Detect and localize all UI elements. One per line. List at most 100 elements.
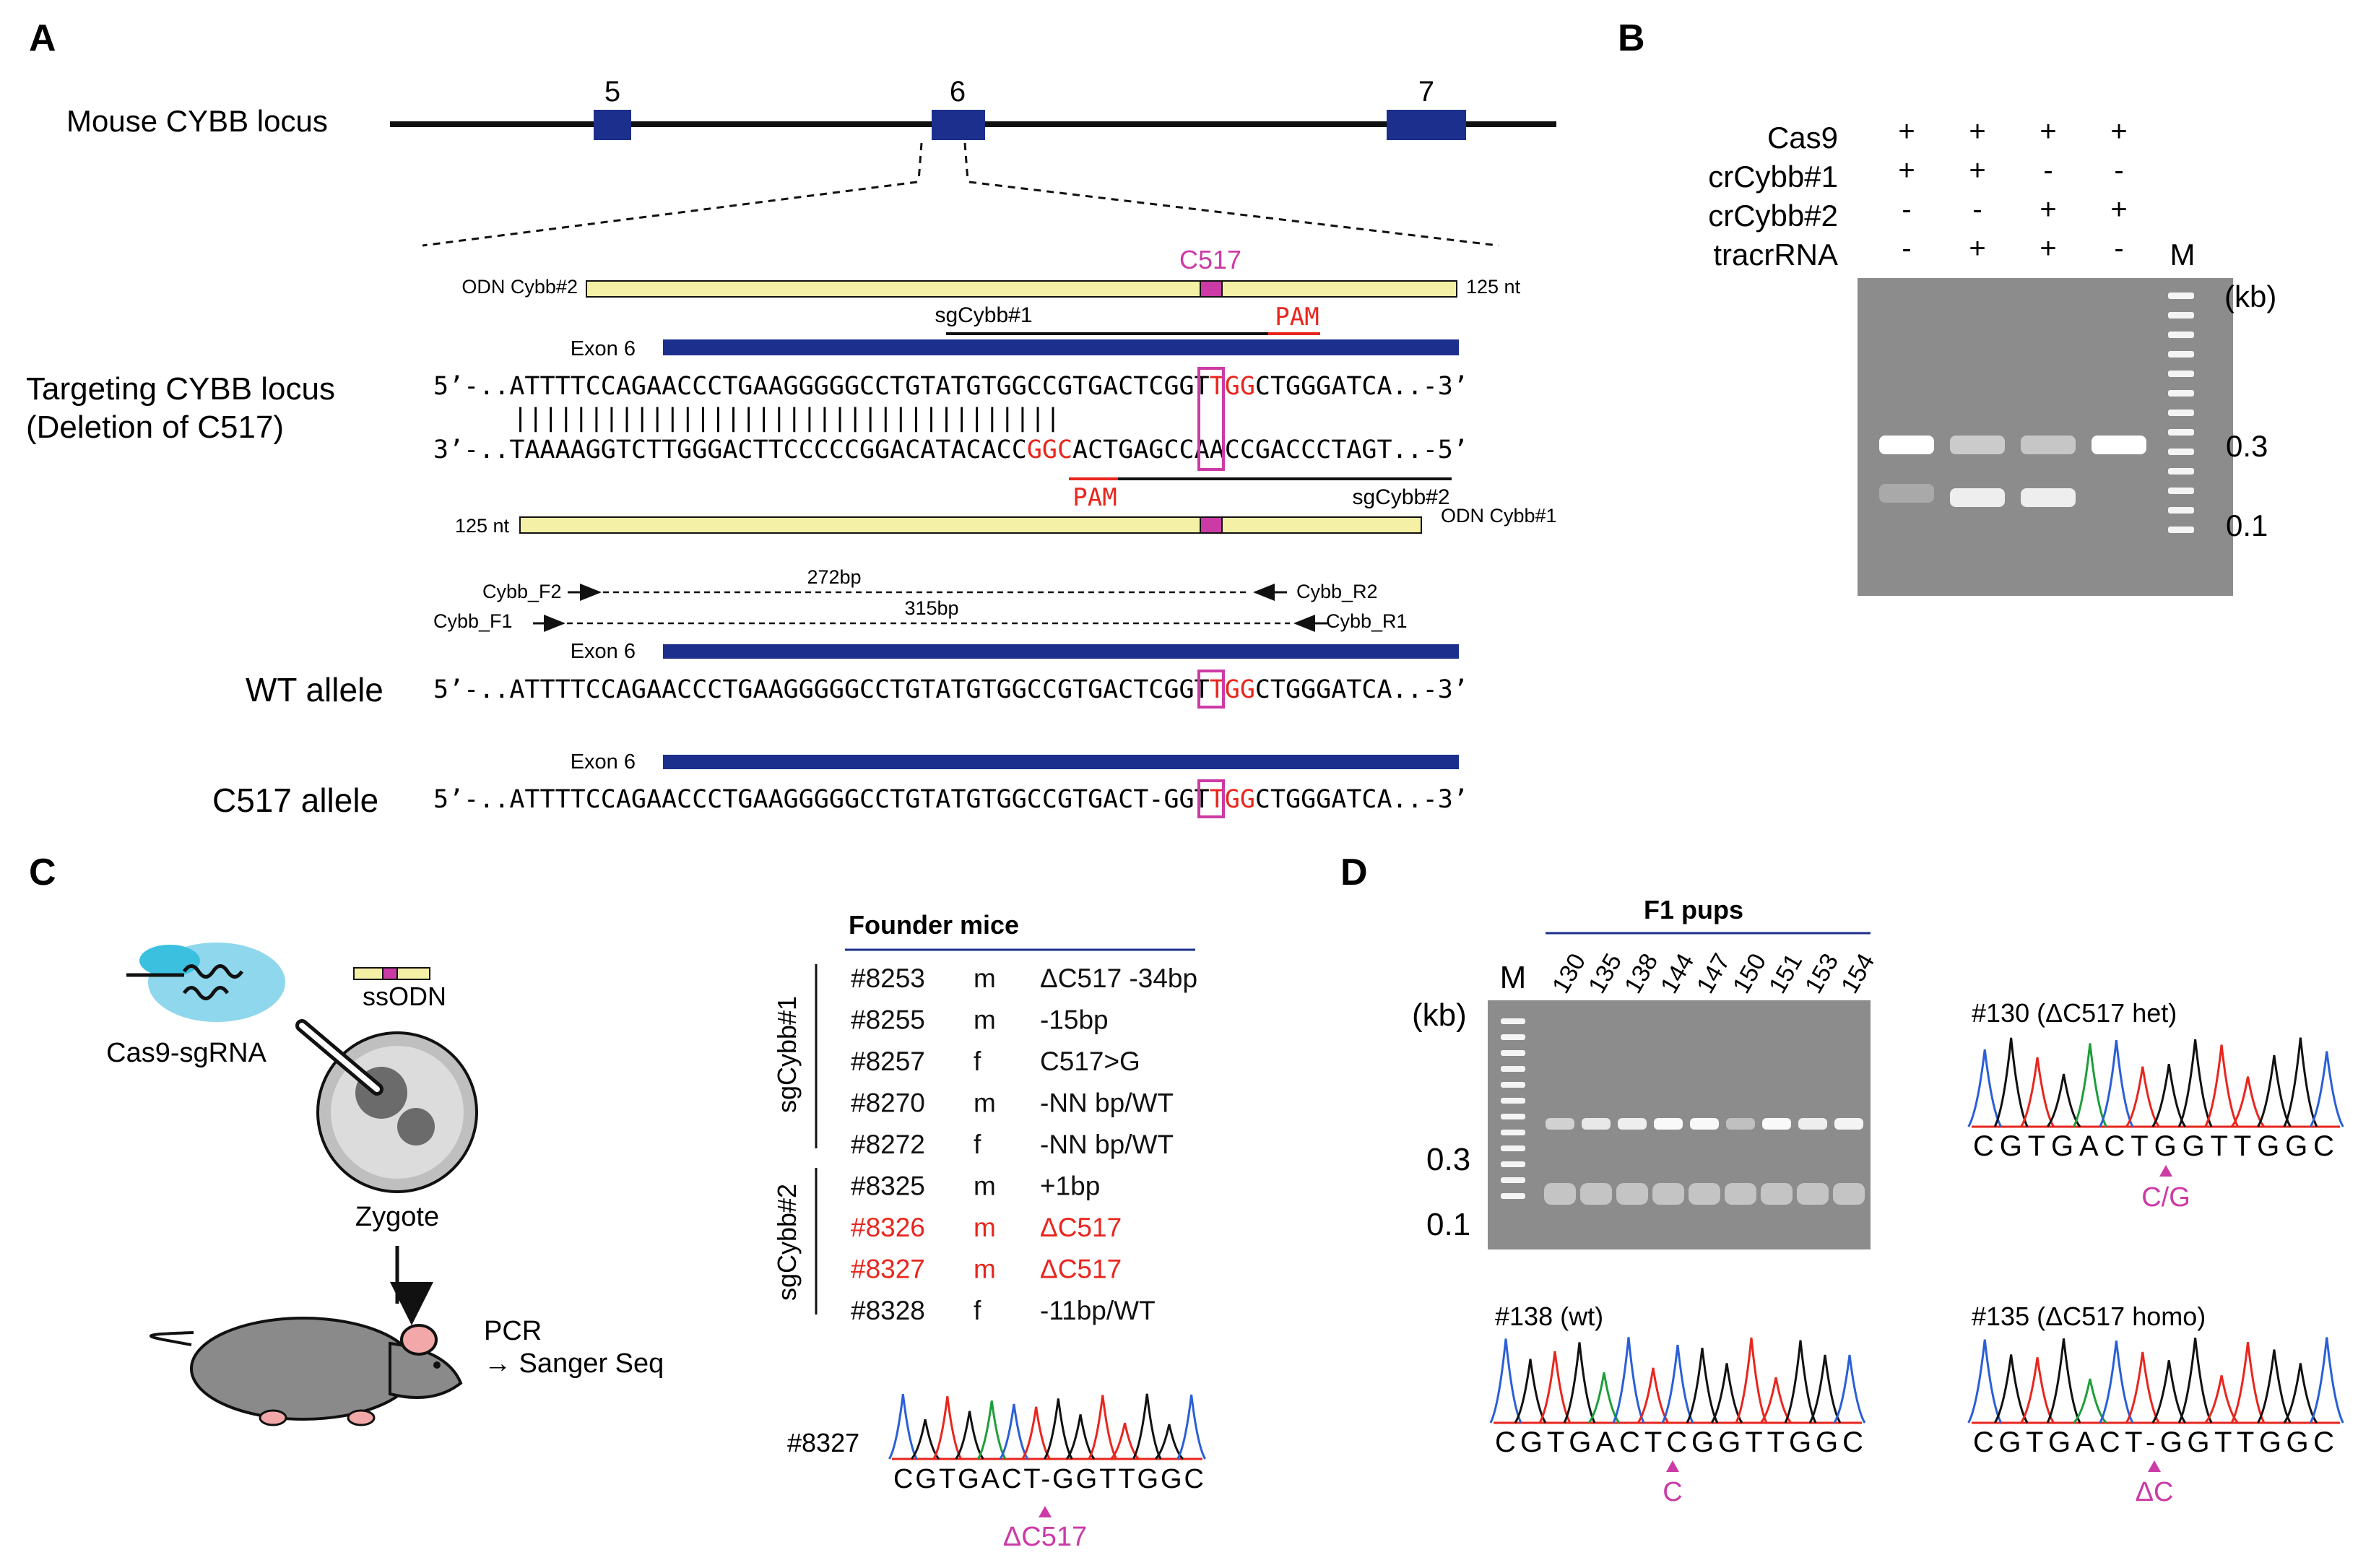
panel-c-label: C [29, 852, 56, 893]
trace-peak [2125, 1066, 2160, 1127]
mouse-tail [149, 1331, 194, 1346]
trace-peak [2151, 1064, 2187, 1127]
sign-tracrrna-lane-2: + [1969, 233, 1985, 264]
exon6-bar-1 [663, 339, 1459, 355]
gel-d-band-primer [1725, 1183, 1756, 1205]
sign-crcybb1-lane-3: - [2043, 155, 2053, 186]
sign-crcybb2-lane-3: + [2040, 194, 2056, 225]
trace-peak [1489, 1338, 1522, 1424]
panel-b: B Cas9 crCybb#1 crCybb#2 tracrRNA + + + ++ +… [1618, 17, 2276, 596]
gel-d-marker-label: M [1500, 960, 1527, 995]
gel-b-band [2092, 436, 2146, 454]
sign-tracrrna-lane-4: - [2114, 233, 2123, 264]
trace-peak [1784, 1340, 1817, 1424]
trace-135-seq: CGTGACT-GGTTGGC [1973, 1426, 2334, 1458]
trace-peak [2177, 1039, 2213, 1127]
ssodn-mark [382, 967, 398, 980]
wt-seq-c517: C [1148, 675, 1163, 704]
bottom-seq-g517: G [1148, 436, 1163, 464]
trace-peak [2177, 1338, 2213, 1424]
trace-135-marker-icon [2148, 1460, 2161, 1472]
founder-genotype: ΔC517 [1040, 1255, 1122, 1284]
exon-7-box [1387, 110, 1466, 140]
wt-allele-label: WT allele [246, 671, 383, 709]
trace-130-chromatogram [1967, 1037, 2344, 1128]
exon-5-label: 5 [604, 76, 620, 108]
f1-pups-label: F1 pups [1644, 895, 1743, 924]
odn2-length: 125 nt [1466, 276, 1521, 298]
trace-peak [1065, 1414, 1096, 1460]
zoom-line-left-short [917, 142, 923, 181]
zygote-icon [295, 1019, 478, 1193]
zoom-line-right [968, 181, 1499, 247]
trace-peak [2230, 1342, 2266, 1424]
gel-d-band-upper [1582, 1118, 1611, 1130]
gel-b-ladder-band [2168, 527, 2194, 533]
pam2-label: PAM [1072, 483, 1117, 512]
trace-peak [1612, 1337, 1645, 1424]
trace-peak [910, 1418, 940, 1460]
exon6-label-1: Exon 6 [571, 337, 636, 360]
founder-id: #8253 [851, 963, 925, 993]
locus-label: Mouse CYBB locus [66, 104, 328, 138]
trace-peak [2204, 1375, 2239, 1424]
trace-peak [1563, 1342, 1596, 1424]
wt-seq-ggt: GGT [1163, 675, 1209, 704]
gel-d-band-primer [1797, 1183, 1829, 1205]
gel-b-ladder-band [2168, 371, 2194, 377]
gel-b-bands [1879, 293, 2194, 533]
founder-id: #8272 [851, 1130, 925, 1159]
sign-crcybb1-lane-4: - [2114, 155, 2123, 186]
gel-d-band-upper [1726, 1118, 1755, 1130]
trace-peak [2125, 1351, 2160, 1424]
trace-peak [1044, 1398, 1073, 1460]
trace-peak [955, 1411, 984, 1460]
trace-peak [2309, 1337, 2344, 1424]
amplicon-315-label: 315bp [904, 597, 958, 619]
gel-b-band [1879, 436, 1934, 454]
gel-d-bands [1501, 1018, 1865, 1205]
zoom-line-right-short [963, 142, 969, 181]
row-label-tracrrna: tracrRNA [1713, 238, 1838, 272]
gel-d-ladder-band [1501, 1034, 1525, 1040]
c517-allele-seq: 5’-..ATTTTCCAGAACCCTGAAGGGGGCCTGTATGTGGC… [433, 785, 1468, 814]
trace-peak [2073, 1378, 2107, 1424]
panel-c: C Cas9-sgRNA ssODN Zygote [29, 852, 1207, 1552]
trace-peak [2309, 1051, 2344, 1127]
sign-crcybb1-lane-1: + [1898, 155, 1915, 186]
trace-135-title: #135 (ΔC517 homo) [1972, 1301, 2206, 1331]
odn2-c517-mark [1200, 280, 1223, 298]
gel-b-size-03: 0.3 [2226, 429, 2268, 463]
trace-130-mark: C/G [2141, 1182, 2190, 1213]
founder-sex: f [974, 1130, 981, 1159]
gel-d-ladder-band [1501, 1193, 1525, 1199]
sign-crcybb1-lane-2: + [1969, 155, 1985, 186]
pcr-label: PCR [484, 1316, 542, 1346]
exon-5-box [594, 110, 631, 140]
c517-highlight-box [1197, 367, 1225, 471]
founder-genotype: +1bp [1040, 1171, 1100, 1201]
wt-seq-5prime: 5’-..ATTTTCCAGAACCCTGAAGGGGGCCTGTATGTGGC… [433, 675, 1148, 704]
group2-label: sgCybb#2 [772, 1184, 802, 1301]
odn2-label: ODN Cybb#2 [461, 276, 578, 298]
trace-peak [1110, 1422, 1140, 1460]
gel-d-size-01: 0.1 [1426, 1207, 1470, 1242]
gel-d-ladder-band [1501, 1161, 1525, 1167]
exon-6-box [932, 110, 985, 140]
mouse-foot-2 [347, 1409, 376, 1426]
trace-peak [2046, 1338, 2081, 1424]
panel-d: D F1 pups M 130135138144147150151153154 … [1340, 852, 2344, 1507]
gel-b-marker-label: M [2170, 238, 2196, 272]
gel-d-band-upper [1618, 1118, 1647, 1130]
founder-sex: f [974, 1296, 981, 1325]
founder-title: Founder mice [849, 910, 1019, 940]
gel-b-ladder-band [2168, 332, 2194, 338]
bottom-strand-seq: 3’-..TAAAAGGTCTTGGGACTTCCCCCGGACATACACCG… [433, 436, 1468, 464]
trace-peak [2283, 1037, 2318, 1127]
sg1-label: sgCybb#1 [935, 303, 1032, 327]
gel-b-ladder-band [2168, 410, 2194, 416]
founder-genotype: C517>G [1040, 1047, 1140, 1076]
trace-peak [2257, 1054, 2292, 1127]
